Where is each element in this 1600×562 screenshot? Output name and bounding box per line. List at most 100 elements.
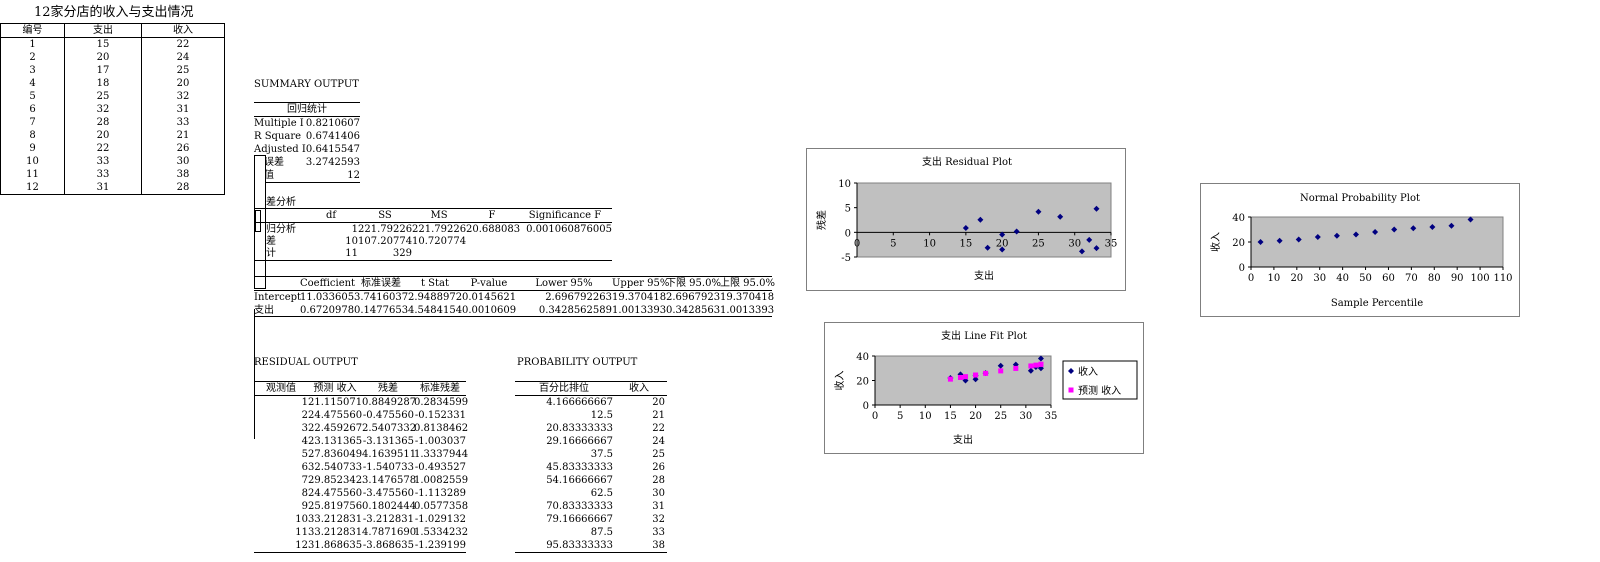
probability-cell: 25	[652, 449, 665, 460]
cell-expense: 33	[64, 155, 142, 168]
residual-cell: 2.5407332	[362, 423, 417, 434]
anova-header: MS	[430, 210, 448, 221]
regstat-value: 0.8210607	[305, 118, 360, 129]
plot-area	[1250, 216, 1504, 268]
probability-output-title: PROBABILITY OUTPUT	[517, 357, 638, 368]
residual-cell: 21.115071	[308, 397, 363, 408]
data-point	[1276, 237, 1283, 244]
x-tick-label: 25	[1032, 238, 1045, 249]
data-point-predicted	[947, 376, 953, 382]
col-header-id: 编号	[0, 23, 65, 38]
x-tick-label: 20	[969, 411, 982, 422]
residual-cell: 9	[301, 501, 308, 512]
probability-header: 收入	[629, 383, 649, 394]
cell-expense: 15	[64, 37, 142, 51]
residual-cell: 5	[301, 449, 308, 460]
data-point	[1078, 248, 1085, 255]
y-axis-label: 收入	[1209, 232, 1222, 252]
residual-cell: -3.475560	[362, 488, 414, 499]
cell-income: 28	[141, 181, 225, 195]
coef-header: Lower 95%	[535, 278, 593, 289]
normal-probability-plot-chart[interactable]: Normal Probability Plot 0 10 20 30 40 50 60 70 80…	[1200, 183, 1520, 317]
data-point	[1391, 226, 1398, 233]
y-tick-label: 10	[838, 179, 851, 190]
residual-cell: 8	[301, 488, 308, 499]
data-point-predicted	[1038, 361, 1044, 367]
x-tick-label: 90	[1451, 273, 1464, 284]
probability-cell: 79.16666667	[546, 514, 613, 525]
data-point	[999, 231, 1006, 238]
residual-header: 观测值	[266, 383, 296, 394]
anova-cell-ss: 329	[392, 248, 412, 259]
coef-cell-up: 19.370418	[612, 292, 667, 303]
probability-cell: 62.5	[590, 488, 613, 499]
data-point	[1057, 213, 1064, 220]
x-axis-label: 支出	[974, 269, 994, 282]
line-fit-plot-chart[interactable]: 支出 Line Fit Plot 0 5 10 15 20 25 30 35 0 20 40 支出 收入 收…	[824, 322, 1144, 454]
x-tick-label: 0	[854, 238, 860, 249]
probability-cell: 28	[652, 475, 665, 486]
probability-cell: 21	[652, 410, 665, 421]
coef-cell-lo: 2.696792263	[545, 292, 612, 303]
x-tick-label: 40	[1336, 273, 1349, 284]
probability-cell: 54.16666667	[546, 475, 613, 486]
x-tick-label: 70	[1405, 273, 1418, 284]
cell-id: 6	[0, 103, 65, 116]
probability-cell: 70.83333333	[546, 501, 613, 512]
cell-expense: 18	[64, 77, 142, 90]
anova-cell-label: 归分析	[266, 224, 296, 235]
residual-plot-chart[interactable]: 支出 Residual Plot 0 5 10 15 20 25 30 35 -5 0 5 10 支出 残差	[806, 148, 1126, 291]
data-point	[1035, 208, 1042, 215]
probability-cell: 87.5	[590, 527, 613, 538]
y-tick-label: 0	[863, 401, 869, 412]
data-point	[984, 244, 991, 251]
residual-cell: 24.475560	[308, 410, 363, 421]
data-point	[1093, 245, 1100, 252]
residual-cell: -1.003037	[414, 436, 466, 447]
anova-cell-sig: 0.001060876005	[526, 224, 612, 235]
regstat-value: 0.6415547	[305, 144, 360, 155]
coef-cell-lo2: 2.6967923	[666, 292, 721, 303]
data-point-predicted	[963, 374, 969, 380]
residual-cell: 6	[301, 462, 308, 473]
cell-id: 3	[0, 64, 65, 77]
table-row: 3 17 25	[0, 64, 225, 77]
residual-cell: 23.131365	[308, 436, 363, 447]
x-tick-label: 50	[1359, 273, 1372, 284]
coef-cell-up: 1.0013393	[612, 305, 667, 316]
anova-cell-ss: 107.20774	[358, 236, 413, 247]
table-row: 8 20 21	[0, 129, 225, 142]
cell-expense: 20	[64, 51, 142, 64]
probability-cell: 31	[652, 501, 665, 512]
coef-cell-t: 4.5484154	[408, 305, 463, 316]
residual-cell: 0.8138462	[414, 423, 469, 434]
residual-cell: -1.540733	[362, 462, 414, 473]
probability-cell: 24	[652, 436, 665, 447]
x-tick-label: 110	[1493, 273, 1512, 284]
regstat-label: 准误差	[254, 157, 284, 168]
x-tick-label: 35	[1045, 411, 1058, 422]
legend-label: 预测 收入	[1078, 384, 1121, 397]
cell-expense: 20	[64, 129, 142, 142]
cell-income: 31	[141, 103, 225, 116]
data-point-predicted	[983, 370, 989, 376]
regstat-label: Multiple I	[254, 118, 304, 129]
probability-cell: 45.83333333	[546, 462, 613, 473]
data-point	[997, 362, 1004, 369]
data-point	[1333, 232, 1340, 239]
residual-cell: -0.493527	[414, 462, 466, 473]
data-point	[962, 224, 969, 231]
data-point	[972, 376, 979, 383]
residual-cell: 0.2834599	[414, 397, 469, 408]
column-selection-handle[interactable]	[255, 210, 261, 232]
cell-expense: 25	[64, 90, 142, 103]
residual-cell: -3.212831	[362, 514, 414, 525]
x-axis-label: 支出	[953, 433, 973, 446]
x-tick-label: 100	[1471, 273, 1490, 284]
cell-income: 26	[141, 142, 225, 155]
residual-output-title: RESIDUAL OUTPUT	[254, 357, 358, 368]
residual-cell: -0.475560	[362, 410, 414, 421]
cell-id: 2	[0, 51, 65, 64]
coef-header: Coefficient	[300, 278, 356, 289]
x-tick-label: 35	[1105, 238, 1118, 249]
